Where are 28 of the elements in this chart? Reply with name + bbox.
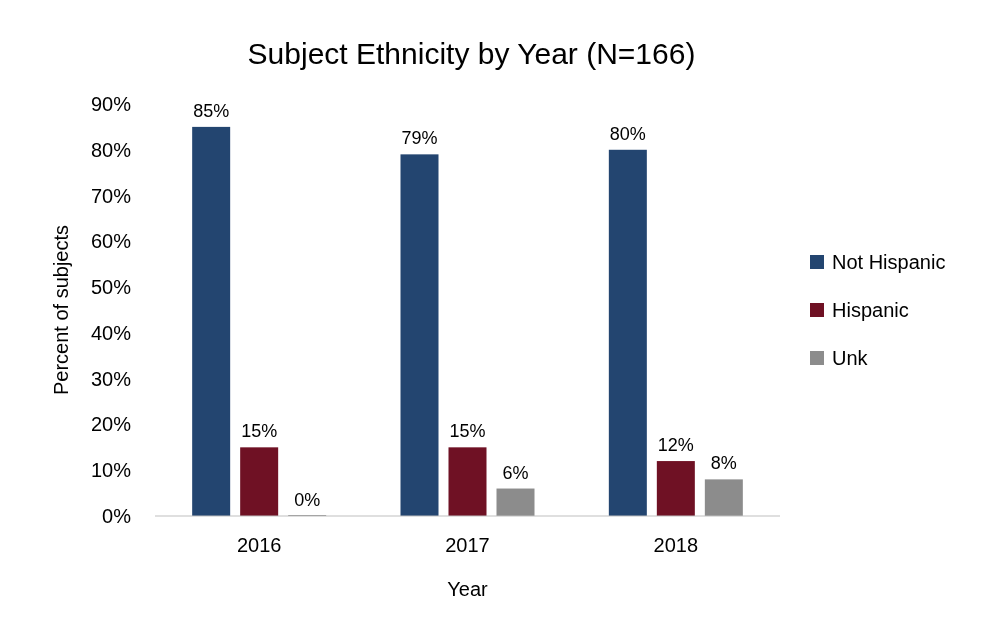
data-label: 80% (609, 123, 646, 144)
y-tick-label: 50% (90, 276, 132, 299)
y-tick-label: 10% (90, 459, 132, 482)
data-label: 0% (294, 490, 321, 510)
data-label: 6% (502, 462, 529, 483)
data-label: 8% (710, 453, 737, 474)
y-tick-label: 0% (102, 505, 132, 527)
y-tick-label: 30% (90, 367, 132, 390)
data-label: 85% (193, 100, 230, 121)
x-tick-label: 2016 (236, 534, 282, 556)
data-label: 15% (241, 421, 278, 442)
chart-title: Subject Ethnicity by Year (N=166) (247, 37, 696, 70)
data-label: 79% (401, 128, 438, 149)
legend-label: Hispanic (832, 299, 909, 321)
legend-label: Unk (832, 347, 869, 369)
y-tick-label: 70% (90, 184, 132, 207)
x-tick-label: 2018 (653, 534, 699, 556)
x-tick-label: 2017 (445, 534, 490, 556)
data-label: 12% (657, 435, 694, 456)
y-axis-title: Percent of subjects (50, 224, 72, 396)
y-tick-label: 60% (90, 230, 132, 253)
y-tick-label: 20% (90, 413, 132, 436)
y-tick-label: 80% (90, 138, 132, 161)
data-label: 15% (449, 421, 486, 442)
y-tick-label: 40% (90, 321, 132, 344)
x-axis-title: Year (447, 578, 489, 600)
legend-label: Not Hispanic (832, 251, 946, 273)
y-tick-label: 90% (90, 93, 132, 115)
